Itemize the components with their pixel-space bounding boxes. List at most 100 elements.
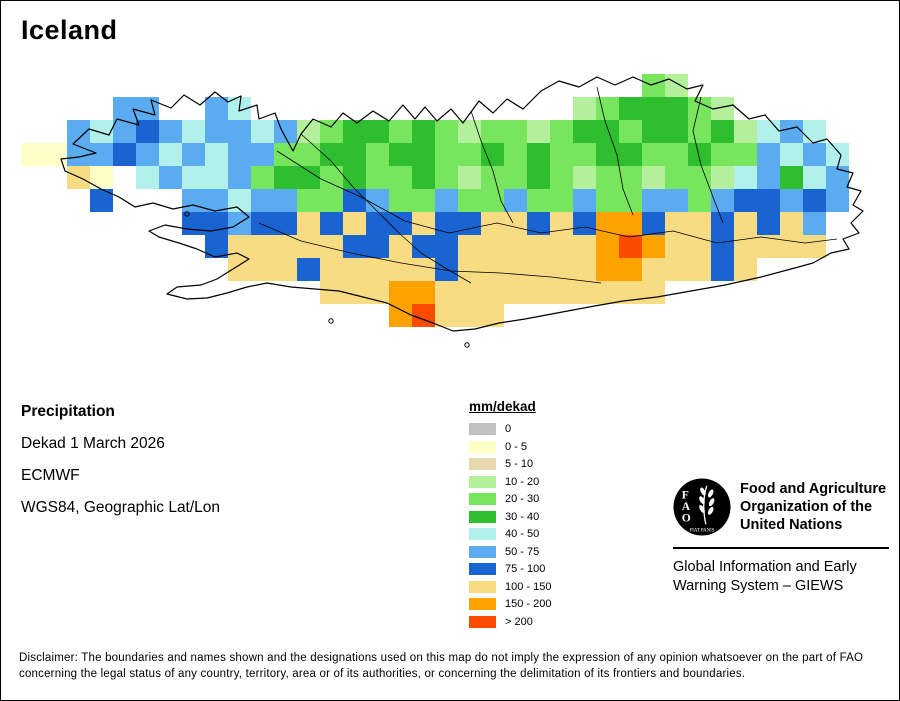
legend-swatch [469, 423, 496, 435]
legend-swatch [469, 598, 496, 610]
raster-cell [389, 120, 412, 143]
raster-cell [527, 212, 550, 235]
raster-cell [757, 166, 780, 189]
raster-cell [642, 189, 665, 212]
raster-cell [297, 235, 320, 258]
legend-item: 20 - 30 [469, 493, 551, 505]
legend-swatch [469, 545, 496, 558]
raster-cell [435, 143, 458, 166]
raster-cell [389, 235, 412, 258]
projection-label: WGS84, Geographic Lat/Lon [21, 499, 221, 516]
raster-cell [573, 120, 596, 143]
raster-cell [596, 212, 619, 235]
raster-cell [527, 120, 550, 143]
raster-cell [481, 166, 504, 189]
raster-cell [481, 143, 504, 166]
fao-logo-letter: A [682, 500, 691, 513]
raster-cell [389, 304, 412, 327]
raster-cell [550, 235, 573, 258]
raster-cell [90, 143, 113, 166]
raster-cell [596, 281, 619, 304]
raster-cell [527, 235, 550, 258]
raster-cell [458, 143, 481, 166]
raster-cell [573, 143, 596, 166]
raster-cell [297, 166, 320, 189]
raster-cell [366, 212, 389, 235]
raster-cell [412, 120, 435, 143]
raster-cell [366, 189, 389, 212]
raster-cell [780, 166, 803, 189]
raster-cell [343, 120, 366, 143]
raster-cell [251, 258, 274, 281]
raster-cell [573, 258, 596, 281]
raster-cell [389, 166, 412, 189]
raster-cell [688, 143, 711, 166]
raster-cell [274, 189, 297, 212]
raster-cell [573, 212, 596, 235]
raster-cell [734, 212, 757, 235]
raster-cell [205, 189, 228, 212]
raster-cell [780, 189, 803, 212]
raster-cell [412, 189, 435, 212]
raster-cell [665, 212, 688, 235]
raster-cell [458, 120, 481, 143]
raster-cell [527, 258, 550, 281]
fao-separator [673, 547, 889, 549]
raster-cell [596, 258, 619, 281]
raster-cell [711, 189, 734, 212]
legend-label: 100 - 150 [505, 580, 552, 593]
raster-cell [596, 235, 619, 258]
raster-cell [803, 120, 826, 143]
raster-cell [619, 97, 642, 120]
raster-cell [734, 189, 757, 212]
raster-cell [136, 143, 159, 166]
raster-cell [642, 120, 665, 143]
raster-cell [251, 143, 274, 166]
raster-cell [711, 120, 734, 143]
raster-cell [757, 212, 780, 235]
raster-cell [734, 235, 757, 258]
raster-cell [412, 166, 435, 189]
raster-cell [320, 189, 343, 212]
legend-label: 5 - 10 [505, 458, 534, 470]
raster-cell [803, 235, 826, 258]
raster-cell [619, 166, 642, 189]
raster-cell [619, 235, 642, 258]
page-title: Iceland [21, 15, 118, 45]
raster-cell [481, 212, 504, 235]
legend-item: 0 - 5 [469, 440, 551, 453]
raster-cell [159, 143, 182, 166]
raster-cell [90, 166, 113, 189]
dekad-label: Dekad 1 March 2026 [21, 435, 165, 452]
raster-cell [67, 143, 90, 166]
raster-cell [642, 143, 665, 166]
raster-cell [504, 281, 527, 304]
raster-cell [412, 143, 435, 166]
raster-cell [642, 166, 665, 189]
legend-swatch [469, 563, 496, 575]
raster-cell [619, 120, 642, 143]
legend-item: 150 - 200 [469, 598, 551, 610]
raster-cell [90, 189, 113, 212]
giews-text: Global Information and Early Warning Sys… [673, 558, 889, 596]
raster-cell [389, 212, 412, 235]
raster-cell [274, 166, 297, 189]
raster-cell [159, 166, 182, 189]
legend-swatch [469, 458, 496, 470]
fao-org-name: Food and Agriculture Organization of the… [740, 478, 886, 534]
raster-cell [343, 143, 366, 166]
raster-cell [596, 97, 619, 120]
raster-cell [619, 281, 642, 304]
raster-cell [366, 143, 389, 166]
raster-cell [734, 258, 757, 281]
raster-cell [435, 120, 458, 143]
raster-cell [504, 235, 527, 258]
raster-cell [343, 281, 366, 304]
raster-cell [619, 212, 642, 235]
raster-cell [205, 235, 228, 258]
raster-cell [251, 212, 274, 235]
raster-cell [136, 120, 159, 143]
raster-cell [711, 235, 734, 258]
legend-swatch [469, 475, 496, 488]
raster-cell [297, 189, 320, 212]
